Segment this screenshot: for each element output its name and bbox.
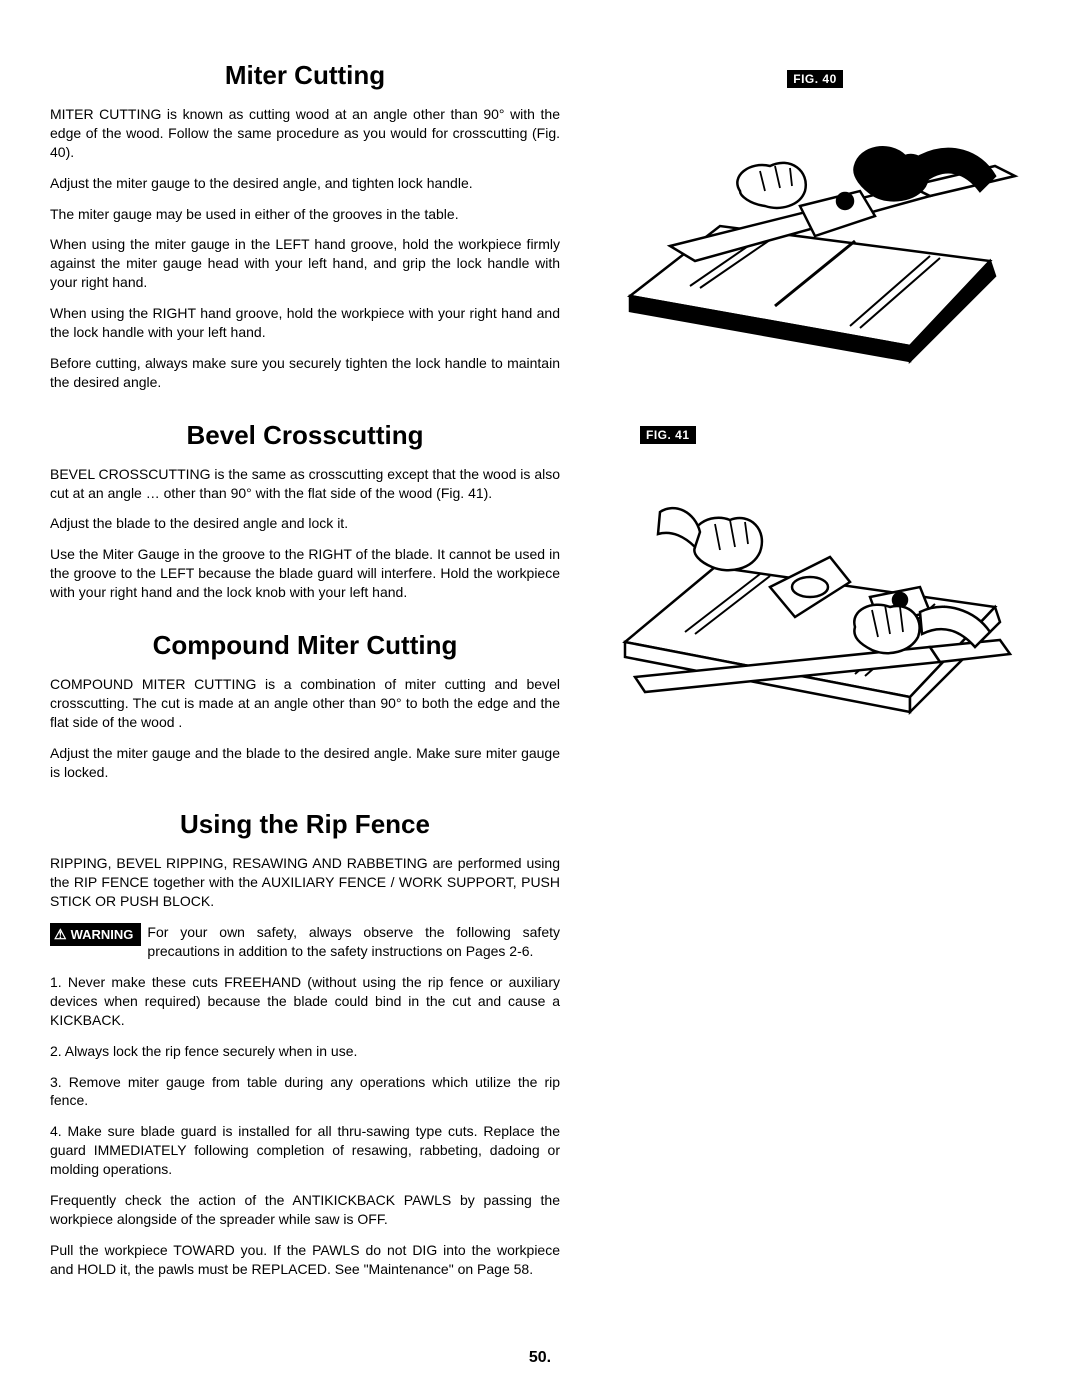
para: RIPPING, BEVEL RIPPING, RESAWING AND RAB… xyxy=(50,854,560,911)
para: When using the miter gauge in the LEFT h… xyxy=(50,235,560,292)
section-ripfence: Using the Rip Fence RIPPING, BEVEL RIPPI… xyxy=(50,809,560,1278)
para: BEVEL CROSSCUTTING is the same as crossc… xyxy=(50,465,560,503)
para: Adjust the miter gauge to the desired an… xyxy=(50,174,560,193)
section-compound: Compound Miter Cutting COMPOUND MITER CU… xyxy=(50,630,560,781)
para: Pull the workpiece TOWARD you. If the PA… xyxy=(50,1241,560,1279)
page-content: Miter Cutting MITER CUTTING is known as … xyxy=(50,60,1030,1307)
para: Frequently check the action of the ANTIK… xyxy=(50,1191,560,1229)
heading-bevel: Bevel Crosscutting xyxy=(50,420,560,451)
heading-miter: Miter Cutting xyxy=(50,60,560,91)
heading-ripfence: Using the Rip Fence xyxy=(50,809,560,840)
page-number: 50. xyxy=(0,1349,1080,1367)
warning-block: WARNING For your own safety, always obse… xyxy=(50,923,560,961)
para: 1. Never make these cuts FREEHAND (witho… xyxy=(50,973,560,1030)
para: 2. Always lock the rip fence securely wh… xyxy=(50,1042,560,1061)
fig40-illustration xyxy=(600,96,1020,376)
figure-41: FIG. 41 xyxy=(600,426,1030,732)
para: Before cutting, always make sure you sec… xyxy=(50,354,560,392)
section-bevel: Bevel Crosscutting BEVEL CROSSCUTTING is… xyxy=(50,420,560,602)
para: When using the RIGHT hand groove, hold t… xyxy=(50,304,560,342)
right-column: FIG. 40 xyxy=(600,60,1030,1307)
para: 3. Remove miter gauge from table during … xyxy=(50,1073,560,1111)
section-miter: Miter Cutting MITER CUTTING is known as … xyxy=(50,60,560,392)
fig41-illustration xyxy=(600,452,1020,732)
warning-icon: WARNING xyxy=(50,923,141,946)
para: Use the Miter Gauge in the groove to the… xyxy=(50,545,560,602)
para: MITER CUTTING is known as cutting wood a… xyxy=(50,105,560,162)
para: Adjust the miter gauge and the blade to … xyxy=(50,744,560,782)
heading-compound: Compound Miter Cutting xyxy=(50,630,560,661)
warning-label: WARNING xyxy=(71,927,134,942)
para: Adjust the blade to the desired angle an… xyxy=(50,514,560,533)
para: COMPOUND MITER CUTTING is a combination … xyxy=(50,675,560,732)
left-column: Miter Cutting MITER CUTTING is known as … xyxy=(50,60,560,1307)
fig-label-41: FIG. 41 xyxy=(640,426,696,444)
para: The miter gauge may be used in either of… xyxy=(50,205,560,224)
figure-40: FIG. 40 xyxy=(600,70,1030,376)
para: 4. Make sure blade guard is installed fo… xyxy=(50,1122,560,1179)
fig-label-40: FIG. 40 xyxy=(787,70,843,88)
